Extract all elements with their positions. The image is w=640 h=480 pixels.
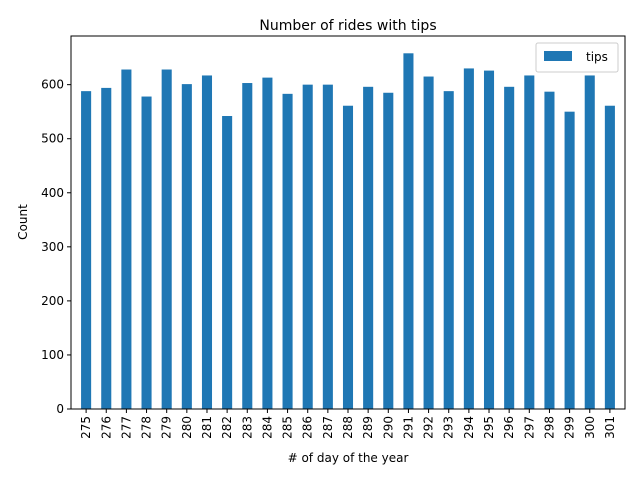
x-tick-label-283: 283 (240, 416, 254, 439)
bar-286 (302, 84, 313, 410)
legend-label-tips: tips (586, 50, 608, 64)
x-tick-label-291: 291 (401, 416, 415, 439)
x-tick-label-287: 287 (321, 416, 335, 439)
x-tick-label-301: 301 (603, 416, 617, 439)
y-axis-label: Count (16, 204, 30, 240)
bar-298 (544, 91, 555, 410)
x-tick-label-275: 275 (79, 416, 93, 439)
x-tick-label-299: 299 (563, 416, 577, 439)
x-tick-label-289: 289 (361, 416, 375, 439)
bar-281 (201, 75, 213, 410)
bar-289 (363, 86, 374, 409)
x-tick-label-290: 290 (381, 416, 395, 439)
bar-297 (524, 75, 535, 410)
x-tick-label-288: 288 (341, 416, 355, 439)
bar-299 (564, 111, 575, 410)
x-tick-label-286: 286 (301, 416, 315, 439)
bar-296 (504, 86, 515, 409)
bars-group (81, 53, 615, 410)
bar-288 (342, 105, 354, 409)
x-tick-label-277: 277 (119, 416, 133, 439)
bar-279 (161, 69, 172, 410)
x-axis-ticks: 275 276 277 278 279 280 281 282 283 284 285 286 287 2… (79, 409, 617, 439)
x-axis-label: # of day of the year (288, 451, 409, 465)
x-tick-label-285: 285 (281, 416, 295, 439)
y-tick-label-100: 100 (41, 348, 64, 362)
bar-280 (181, 84, 192, 410)
x-tick-label-295: 295 (482, 416, 496, 439)
bar-292 (423, 76, 434, 409)
legend-frame (535, 42, 619, 73)
bar-300 (584, 75, 595, 410)
bar-277 (121, 69, 132, 410)
x-tick-label-298: 298 (542, 416, 556, 439)
x-tick-label-279: 279 (160, 416, 174, 439)
bar-283 (242, 83, 253, 409)
bar-293 (443, 91, 454, 409)
bar-295 (483, 70, 495, 409)
x-tick-label-276: 276 (99, 416, 113, 439)
bar-276 (101, 87, 112, 410)
y-tick-label-400: 400 (41, 186, 64, 200)
y-tick-label-300: 300 (41, 240, 64, 254)
x-tick-label-292: 292 (422, 416, 436, 439)
y-tick-label-200: 200 (41, 294, 64, 308)
bar-301 (604, 105, 615, 409)
x-tick-label-297: 297 (522, 416, 536, 439)
legend: tips (535, 42, 619, 73)
bar-282 (222, 116, 233, 409)
y-tick-label-0: 0 (56, 402, 64, 416)
x-tick-label-296: 296 (502, 416, 516, 439)
x-tick-label-281: 281 (200, 416, 214, 439)
bar-284 (262, 77, 273, 410)
bar-278 (141, 96, 152, 409)
bar-275 (81, 91, 92, 409)
x-tick-label-282: 282 (220, 416, 234, 439)
x-tick-label-294: 294 (462, 416, 476, 439)
y-tick-label-500: 500 (41, 132, 64, 146)
bar-287 (322, 84, 333, 410)
bar-285 (282, 93, 293, 409)
bar-290 (383, 92, 394, 409)
chart-title: Number of rides with tips (259, 18, 436, 34)
x-tick-label-293: 293 (442, 416, 456, 439)
bar-294 (463, 68, 474, 410)
x-tick-label-280: 280 (180, 416, 194, 439)
y-axis-ticks: 0 100 200 300 400 500 600 (41, 78, 71, 416)
legend-swatch-tips (544, 51, 572, 61)
x-tick-label-278: 278 (140, 416, 154, 439)
x-tick-label-284: 284 (260, 416, 274, 439)
plot-frame (70, 35, 626, 410)
y-tick-label-600: 600 (41, 78, 64, 92)
bar-291 (403, 53, 414, 410)
x-tick-label-300: 300 (583, 416, 597, 439)
